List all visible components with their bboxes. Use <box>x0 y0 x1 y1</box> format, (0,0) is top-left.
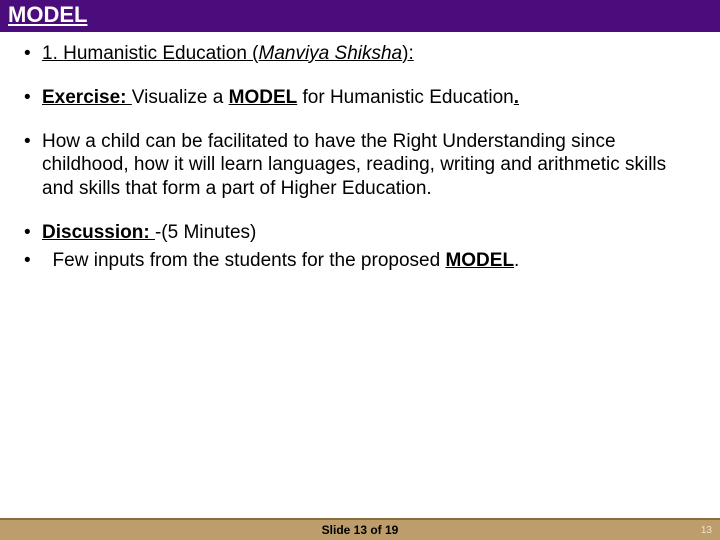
bullet-dot: • <box>24 130 42 201</box>
bullet-dot: • <box>24 42 42 66</box>
bullet-dot: • <box>24 221 42 245</box>
bullet-item-2: • Exercise: Visualize a MODEL for Humani… <box>24 86 696 110</box>
b1-suffix: ): <box>402 43 414 64</box>
bullet-item-1: • 1. Humanistic Education (Manviya Shiks… <box>24 42 696 66</box>
b5-prefix: Few inputs from the students for the pro… <box>42 250 445 271</box>
slide-title: MODEL <box>8 2 87 28</box>
b2-model: MODEL <box>229 87 298 108</box>
b2-bold: Exercise: <box>42 87 132 108</box>
bullet-dot: • <box>24 249 42 273</box>
bullet-item-3: • How a child can be facilitated to have… <box>24 130 696 201</box>
bullet-text-4: Discussion: -(5 Minutes) <box>42 221 696 245</box>
b1-italic: Manviya Shiksha <box>259 43 403 64</box>
bullet-text-1: 1. Humanistic Education (Manviya Shiksha… <box>42 42 696 66</box>
b5-dot: . <box>514 250 519 271</box>
b2-mid2: for Humanistic Education <box>297 87 514 108</box>
bullet-item-4: • Discussion: -(5 Minutes) <box>24 221 696 245</box>
footer-page-number: 13 <box>701 525 712 536</box>
b5-model: MODEL <box>445 250 514 271</box>
bullet-text-2: Exercise: Visualize a MODEL for Humanist… <box>42 86 696 110</box>
footer-slide-indicator: Slide 13 of 19 <box>322 523 399 537</box>
slide-content: • 1. Humanistic Education (Manviya Shiks… <box>0 32 720 272</box>
title-bar: MODEL <box>0 0 720 32</box>
b4-rest: -(5 Minutes) <box>155 222 256 243</box>
b4-bold: Discussion: <box>42 222 155 243</box>
bullet-item-5: • Few inputs from the students for the p… <box>24 249 696 273</box>
bullet-text-5: Few inputs from the students for the pro… <box>42 249 696 273</box>
footer-bar: Slide 13 of 19 13 <box>0 520 720 540</box>
bullet-dot: • <box>24 86 42 110</box>
b1-link: Humanistic Education ( <box>63 43 258 64</box>
bullet-text-3: How a child can be facilitated to have t… <box>42 130 696 201</box>
b1-prefix: 1. <box>42 43 63 64</box>
b2-mid1: Visualize a <box>132 87 229 108</box>
b2-dot: . <box>514 87 519 108</box>
